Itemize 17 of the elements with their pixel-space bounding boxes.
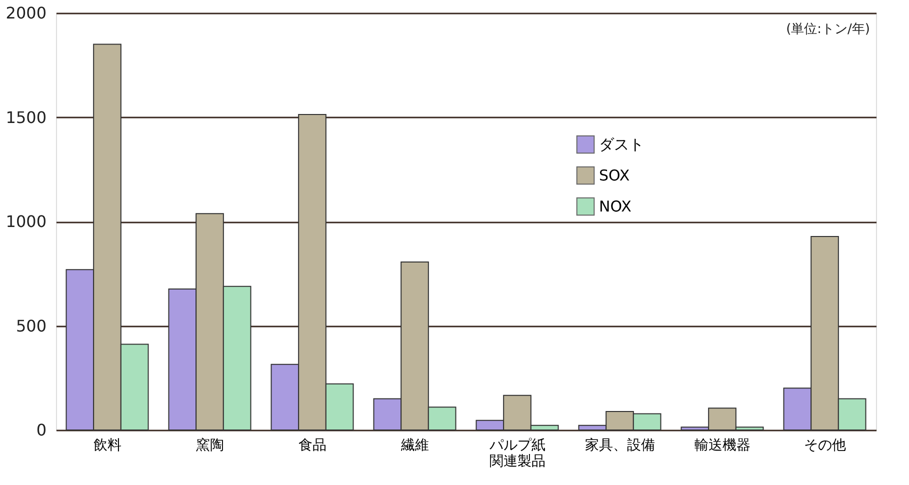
y-tick-label: 500 xyxy=(16,316,46,336)
annotation: (単位:トン/年) xyxy=(786,22,870,37)
legend-label: SOX xyxy=(599,166,630,184)
x-tick-label: 食品 xyxy=(298,438,326,454)
x-tick-label: 飲料 xyxy=(93,438,122,454)
legend-label: ダスト xyxy=(599,136,644,154)
x-tick-label: パルプ紙関連製品 xyxy=(488,438,546,470)
x-tick-label: 窯陶 xyxy=(196,438,224,454)
y-tick-label: 1000 xyxy=(6,212,46,231)
y-tick-label: 1500 xyxy=(6,108,46,127)
legend-label: NOX xyxy=(599,198,632,216)
x-tick-label: その他 xyxy=(804,438,846,454)
y-tick-label: 0 xyxy=(36,420,46,440)
x-tick-label: 家具、設備 xyxy=(584,438,655,454)
x-tick-label: 繊維 xyxy=(400,438,429,454)
y-tick-label: 2000 xyxy=(6,4,46,22)
x-tick-label: 輸送機器 xyxy=(694,438,750,454)
